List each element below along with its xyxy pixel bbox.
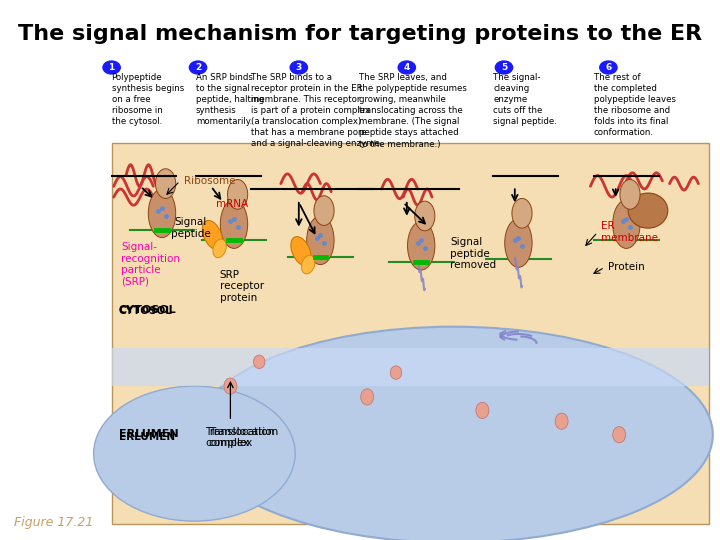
Ellipse shape (555, 413, 568, 429)
Ellipse shape (94, 386, 295, 521)
Text: 1: 1 (109, 63, 114, 72)
Ellipse shape (408, 221, 435, 270)
Text: ERLUMEN: ERLUMEN (119, 433, 175, 442)
Ellipse shape (512, 198, 532, 228)
Text: 3: 3 (296, 63, 302, 72)
Ellipse shape (148, 189, 176, 238)
Ellipse shape (505, 219, 532, 267)
Ellipse shape (220, 200, 248, 248)
Circle shape (600, 61, 617, 74)
Circle shape (495, 61, 513, 74)
Text: CYTOSOL: CYTOSOL (119, 306, 173, 315)
Ellipse shape (202, 220, 222, 249)
Ellipse shape (213, 239, 226, 258)
Circle shape (398, 61, 415, 74)
Text: Signal
peptide
removed: Signal peptide removed (450, 237, 496, 271)
Text: Translocation
complex: Translocation complex (209, 427, 278, 448)
Ellipse shape (620, 179, 640, 209)
Circle shape (189, 61, 207, 74)
FancyBboxPatch shape (112, 348, 709, 386)
Text: The signal mechanism for targeting proteins to the ER: The signal mechanism for targeting prote… (18, 24, 702, 44)
Text: The signal-
cleaving
enzyme
cuts off the
signal peptide.: The signal- cleaving enzyme cuts off the… (493, 73, 557, 126)
Text: The rest of
the completed
polypeptide leaves
the ribosome and
folds into its fin: The rest of the completed polypeptide le… (594, 73, 676, 137)
Text: 6: 6 (606, 63, 611, 72)
Ellipse shape (307, 216, 334, 265)
Text: Signal-
recognition
particle
(SRP): Signal- recognition particle (SRP) (121, 242, 180, 287)
Ellipse shape (613, 200, 640, 248)
Ellipse shape (228, 179, 248, 209)
Ellipse shape (253, 355, 265, 368)
Ellipse shape (613, 427, 626, 443)
Text: ERLUMEN: ERLUMEN (119, 429, 179, 440)
Text: The SRP leaves, and
the polypeptide resumes
growing, meanwhile
translocating acr: The SRP leaves, and the polypeptide resu… (359, 73, 467, 148)
Text: Translocation
complex: Translocation complex (205, 427, 274, 448)
Ellipse shape (390, 366, 402, 379)
Text: Polypeptide
synthesis begins
on a free
ribosome in
the cytosol.: Polypeptide synthesis begins on a free r… (112, 73, 184, 126)
Ellipse shape (194, 327, 713, 540)
Circle shape (103, 61, 120, 74)
Ellipse shape (628, 193, 668, 228)
Text: The SRP binds to a
receptor protein in the ER
membrane. This receptor
is part of: The SRP binds to a receptor protein in t… (251, 73, 382, 148)
Circle shape (290, 61, 307, 74)
Ellipse shape (302, 255, 315, 274)
Ellipse shape (314, 195, 334, 226)
Ellipse shape (224, 378, 237, 394)
Text: 4: 4 (404, 63, 410, 72)
Text: ER
membrane: ER membrane (601, 221, 658, 243)
Ellipse shape (476, 402, 489, 418)
FancyBboxPatch shape (112, 143, 709, 524)
Text: Ribosome: Ribosome (184, 176, 235, 186)
Text: 2: 2 (195, 63, 201, 72)
Text: An SRP binds
to the signal
peptide, halting
synthesis
momentarily.: An SRP binds to the signal peptide, halt… (196, 73, 264, 126)
Text: CYTOSOL: CYTOSOL (119, 305, 176, 315)
Ellipse shape (156, 168, 176, 199)
Text: SRP
receptor
protein: SRP receptor protein (220, 269, 264, 303)
Text: Figure 17.21: Figure 17.21 (14, 516, 94, 529)
Text: Signal
peptide: Signal peptide (171, 217, 211, 239)
Text: Protein: Protein (608, 262, 645, 272)
Ellipse shape (361, 389, 374, 405)
Text: 5: 5 (501, 63, 507, 72)
Ellipse shape (291, 237, 311, 266)
Text: mRNA: mRNA (216, 199, 248, 209)
Ellipse shape (415, 201, 435, 231)
